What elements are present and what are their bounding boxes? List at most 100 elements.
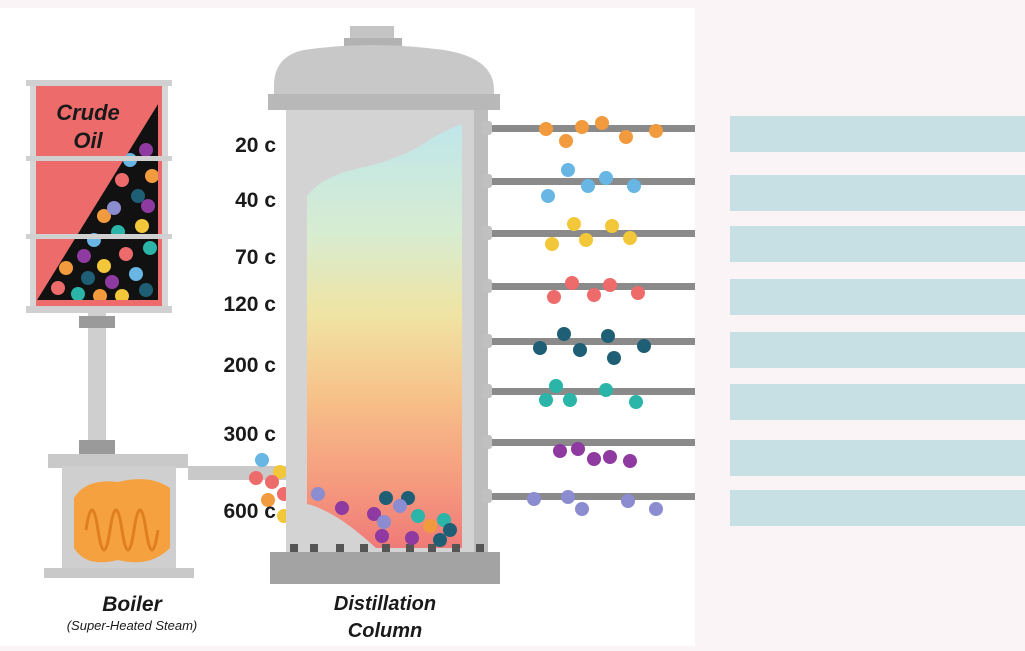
fraction-droplet — [533, 341, 547, 355]
answer-box-2[interactable] — [730, 175, 1025, 211]
column-dome — [274, 45, 494, 104]
crude-oil-label-line2: Oil — [73, 128, 103, 153]
fraction-droplet — [587, 288, 601, 302]
temp-label-40: 40 c — [235, 189, 276, 212]
base-peg — [452, 544, 460, 552]
answer-box-3[interactable] — [730, 226, 1025, 262]
mixture-droplet — [311, 487, 325, 501]
answer-box-1[interactable] — [730, 116, 1025, 152]
fraction-droplet — [649, 502, 663, 516]
fraction-droplet — [605, 219, 619, 233]
fraction-droplet — [527, 492, 541, 506]
boiler-label: Boiler — [102, 593, 163, 616]
crude-droplet — [93, 289, 107, 300]
fraction-droplet — [565, 276, 579, 290]
fraction-droplet — [561, 163, 575, 177]
fraction-droplet — [587, 452, 601, 466]
crude-droplet — [115, 289, 129, 300]
fraction-droplet — [603, 450, 617, 464]
base-peg — [406, 544, 414, 552]
fraction-droplet — [549, 379, 563, 393]
crude-droplet — [81, 271, 95, 285]
output-nozzle-2 — [482, 174, 492, 188]
crude-droplet — [139, 283, 153, 297]
output-nozzle-6 — [482, 384, 492, 398]
feed-droplet — [255, 453, 269, 467]
boiler-sublabel: (Super-Heated Steam) — [67, 618, 198, 633]
mixture-droplet — [375, 529, 389, 543]
mixture-droplet — [393, 499, 407, 513]
column-label-line2: Column — [348, 620, 422, 642]
barrel-rim-bottom — [26, 306, 172, 313]
output-nozzle-5 — [482, 334, 492, 348]
crude-droplet — [141, 199, 155, 213]
output-pipes — [482, 116, 695, 516]
mixture-droplet — [379, 491, 393, 505]
mixture-droplet — [433, 533, 447, 547]
base-peg — [428, 544, 436, 552]
crude-droplet — [139, 143, 153, 157]
answer-box-8[interactable] — [730, 490, 1025, 526]
fraction-droplet — [629, 395, 643, 409]
answer-box-4[interactable] — [730, 279, 1025, 315]
crude-droplet — [145, 169, 158, 183]
feed-droplet — [249, 471, 263, 485]
temp-label-20: 20 c — [235, 134, 276, 157]
fraction-droplet — [579, 233, 593, 247]
answer-box-5[interactable] — [730, 332, 1025, 368]
crude-oil-barrel: Crude Oil — [26, 80, 172, 313]
fraction-droplet — [637, 339, 651, 353]
fraction-droplet — [571, 442, 585, 456]
temp-label-200: 200 c — [223, 354, 276, 377]
base-peg — [382, 544, 390, 552]
answer-box-6[interactable] — [730, 384, 1025, 420]
fraction-droplet — [623, 454, 637, 468]
answer-box-7[interactable] — [730, 440, 1025, 476]
fraction-droplet — [539, 122, 553, 136]
crude-droplet — [97, 209, 111, 223]
temp-label-300: 300 c — [223, 423, 276, 446]
base-peg — [310, 544, 318, 552]
output-pipe-6 — [488, 388, 695, 395]
output-nozzle-4 — [482, 279, 492, 293]
fraction-droplet — [631, 286, 645, 300]
fraction-droplet — [575, 502, 589, 516]
barrel-hoop-2 — [26, 234, 172, 239]
fraction-droplet — [545, 237, 559, 251]
crude-droplet — [115, 173, 129, 187]
crude-droplet — [129, 267, 143, 281]
crude-oil-contents — [37, 104, 158, 300]
crude-droplet — [131, 189, 145, 203]
feed-droplet — [273, 465, 287, 479]
fraction-droplet — [627, 179, 641, 193]
fraction-droplet — [541, 189, 555, 203]
feed-droplet — [261, 493, 275, 507]
fraction-droplet — [561, 490, 575, 504]
fraction-droplet — [557, 327, 571, 341]
output-pipe-7 — [488, 439, 695, 446]
temp-label-70: 70 c — [235, 246, 276, 269]
boiler: Boiler (Super-Heated Steam) — [44, 454, 197, 633]
fraction-droplet — [621, 494, 635, 508]
mixture-droplet — [367, 507, 381, 521]
crude-droplet — [143, 241, 157, 255]
crude-droplet — [97, 259, 111, 273]
feed-droplet — [265, 475, 279, 489]
mixture-droplet — [423, 519, 437, 533]
fraction-droplet — [559, 134, 573, 148]
pipe-collar-bottom — [79, 440, 115, 454]
output-pipe-5 — [488, 338, 695, 345]
fraction-droplet — [599, 383, 613, 397]
crude-oil-label-line1: Crude — [56, 100, 120, 125]
fraction-droplet — [607, 351, 621, 365]
boiler-feed-pipe — [188, 466, 292, 480]
fraction-droplet — [581, 179, 595, 193]
output-pipe-4 — [488, 283, 695, 290]
base-peg — [336, 544, 344, 552]
barrel-pipe — [88, 313, 106, 445]
crude-droplet — [107, 201, 121, 215]
barrel-rim-top — [26, 80, 172, 86]
heating-coil-icon — [84, 508, 160, 552]
output-pipe-3 — [488, 230, 695, 237]
